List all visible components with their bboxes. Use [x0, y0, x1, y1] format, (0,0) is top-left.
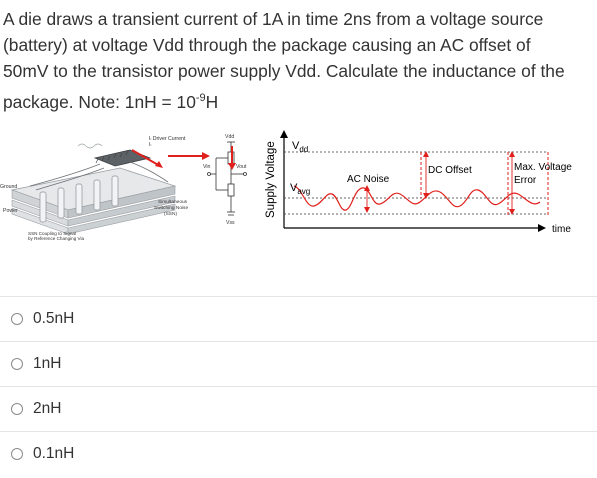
ssn-label-1: Simultaneous — [158, 199, 188, 205]
option-label: 2nH — [33, 400, 62, 417]
chip — [93, 149, 152, 167]
question-line-1: A die draws a transient current of 1A in… — [3, 9, 544, 29]
ground-label: Ground — [0, 184, 17, 190]
ac-noise-label: AC Noise — [347, 174, 390, 185]
y-axis-label: Supply Voltage — [265, 141, 277, 218]
vss-label: Vss — [226, 220, 235, 226]
question-line-2: (battery) at voltage Vdd through the pac… — [3, 35, 531, 56]
ssn-label-2: Switching Noise — [154, 205, 188, 211]
ssn-label-3: (SSN) — [164, 211, 177, 217]
option-label: 1nH — [33, 355, 62, 372]
ssn-coupling-label-1: SSN Coupling to Signal — [28, 231, 76, 236]
option-1nh[interactable]: 1nH — [0, 341, 597, 386]
power-label: Power — [3, 208, 18, 214]
exponent: -9 — [195, 91, 206, 104]
time-label: time — [552, 224, 571, 235]
radio-button[interactable] — [11, 448, 23, 460]
radio-button[interactable] — [11, 403, 23, 415]
dc-offset-label: DC Offset — [428, 165, 472, 176]
vavg-label: Vavg — [290, 182, 310, 196]
package-illustration: Iₗ Driver Current Iₗ Ground Power SSN Co… — [0, 136, 210, 241]
figure-svg: Iₗ Driver Current Iₗ Ground Power SSN Co… — [0, 130, 572, 241]
il-label: Iₗ — [149, 142, 151, 148]
inverter-schematic — [207, 141, 247, 216]
answer-options: 0.5nH 1nH 2nH 0.1nH — [0, 296, 597, 476]
vdd-schematic-label: Vdd — [225, 134, 234, 140]
vin-label: Vin — [203, 164, 211, 170]
question-figure: Iₗ Driver Current Iₗ Ground Power SSN Co… — [0, 128, 597, 260]
question-line-3: 50mV to the transistor power supply Vdd.… — [3, 61, 565, 82]
ssn-coupling-label-2: by Reference Changing Via — [28, 236, 85, 241]
supply-voltage-graph: Supply Voltage — [265, 130, 572, 235]
vout-label: Vout — [236, 164, 247, 170]
radio-button[interactable] — [11, 313, 23, 325]
question-line-4: package. Note: 1nH = 10 — [3, 91, 196, 112]
option-0-1nh[interactable]: 0.1nH — [0, 431, 597, 476]
noise-waveform — [293, 185, 541, 211]
driver-current-label: Iₗ Driver Current — [149, 136, 186, 142]
question-text: A die draws a transient current of 1A in… — [3, 6, 593, 115]
option-label: 0.1nH — [33, 445, 75, 462]
max-voltage-label-1: Max. Voltage — [514, 162, 572, 173]
vdd-graph-label: Vdd — [292, 140, 308, 154]
option-label: 0.5nH — [33, 310, 75, 327]
option-0-5nh[interactable]: 0.5nH — [0, 296, 597, 341]
driver-current-arrow — [131, 149, 161, 167]
option-2nh[interactable]: 2nH — [0, 386, 597, 431]
question-line-4-unit: H — [205, 91, 219, 112]
max-voltage-label-2: Error — [514, 175, 537, 186]
radio-button[interactable] — [11, 358, 23, 370]
